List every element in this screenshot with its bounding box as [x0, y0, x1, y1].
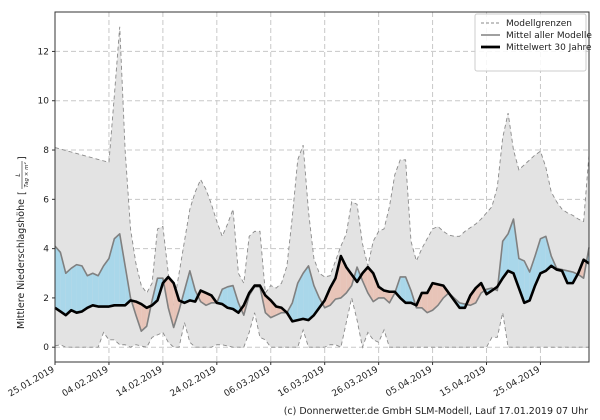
legend-label-model-range: Modellgrenzen [506, 19, 572, 29]
above-normal-fill [308, 265, 314, 321]
above-normal-fill [119, 233, 126, 306]
above-normal-fill [184, 270, 190, 303]
above-normal-fill [545, 236, 552, 271]
above-normal-fill [524, 260, 530, 303]
y-tick-label: 4 [43, 245, 49, 255]
above-normal-fill [227, 285, 233, 310]
below-normal-fill [168, 276, 174, 328]
y-unit-denominator: Tag × m² [23, 162, 30, 188]
above-normal-fill [540, 236, 546, 274]
above-normal-fill [103, 258, 109, 307]
above-normal-fill [292, 283, 298, 322]
below-normal-fill [432, 283, 438, 311]
y-axis: 0 2 4 6 8 10 12 [38, 47, 55, 353]
above-normal-fill [400, 276, 406, 303]
above-normal-fill [297, 273, 304, 321]
above-normal-fill [513, 219, 519, 289]
x-tick-label: 15.04.2019 [438, 365, 488, 400]
x-tick-label: 14.02.2019 [115, 365, 165, 400]
y-tick-label: 6 [43, 195, 49, 205]
below-normal-fill [367, 267, 374, 302]
x-tick-label: 16.03.2019 [277, 365, 327, 400]
above-normal-fill [567, 270, 573, 284]
above-normal-fill [508, 219, 514, 274]
above-normal-fill [222, 286, 228, 308]
above-normal-fill [76, 264, 82, 313]
x-tick-label: 24.02.2019 [169, 365, 219, 400]
below-normal-fill [270, 300, 277, 318]
below-normal-fill [421, 292, 428, 313]
legend-label-model-mean: Mittel aller Modelle [506, 31, 592, 41]
x-tick-label: 04.02.2019 [61, 365, 111, 400]
above-normal-fill [529, 256, 536, 301]
above-normal-fill [98, 265, 104, 307]
y-axis-title: Mittlere Niederschlagshöhe [16, 199, 27, 329]
above-normal-fill [92, 273, 99, 307]
model-range-lower-line [54, 297, 589, 349]
legend-box [474, 13, 587, 72]
x-tick-label: 26.03.2019 [331, 365, 381, 400]
above-normal-fill [87, 273, 93, 308]
above-normal-fill [502, 233, 509, 279]
below-normal-fill [384, 290, 390, 303]
y-unit-bracket-left: [ [17, 191, 28, 195]
legend-label-30y-mean: Mittelwert 30 Jahre [506, 43, 592, 53]
above-normal-fill [114, 233, 120, 306]
thirty-year-mean-line [54, 254, 590, 323]
y-unit-bracket-right: ] [17, 156, 28, 160]
above-normal-fill [81, 265, 88, 312]
below-normal-fill [141, 304, 147, 332]
model-range-band [54, 26, 590, 349]
x-tick-label: 25.01.2019 [7, 365, 57, 400]
series-lines [54, 218, 590, 332]
below-normal-fill [437, 284, 444, 306]
x-tick-label: 06.03.2019 [223, 365, 273, 400]
footer-credit: (c) Donnerwetter.de GmbH SLM-Modell, Lau… [283, 406, 588, 417]
below-normal-fill [173, 283, 180, 328]
model-range-upper-line [54, 26, 590, 306]
y-tick-label: 12 [38, 47, 49, 57]
x-tick-label: 25.04.2019 [492, 365, 542, 400]
above-normal-fill [303, 265, 309, 321]
below-normal-fill [135, 301, 142, 332]
above-normal-fill [286, 302, 293, 322]
plot-frame [54, 11, 590, 363]
y-axis-label: Mittlere Niederschlagshöhe [ L Tag × m² … [15, 156, 30, 329]
y-tick-label: 0 [43, 343, 49, 353]
y-tick-label: 2 [43, 294, 49, 304]
above-normal-fill [55, 246, 61, 312]
below-normal-fill [470, 288, 476, 306]
y-unit-numerator: L [15, 173, 22, 176]
y-tick-label: 8 [43, 146, 49, 156]
above-normal-fill [405, 276, 411, 303]
y-tick-label: 10 [38, 97, 50, 107]
above-normal-fill [65, 268, 72, 316]
below-normal-fill [265, 295, 271, 318]
below-normal-fill [373, 273, 379, 302]
x-axis: 25.01.2019 04.02.2019 14.02.2019 24.02.2019… [7, 362, 542, 399]
legend: Modellgrenzen Mittel aller Modelle Mitte… [474, 13, 592, 72]
above-normal-fill [60, 252, 66, 316]
x-tick-label: 05.04.2019 [384, 365, 434, 400]
above-normal-fill [71, 264, 77, 313]
below-normal-fill [330, 278, 336, 306]
model-range-area [55, 26, 589, 348]
